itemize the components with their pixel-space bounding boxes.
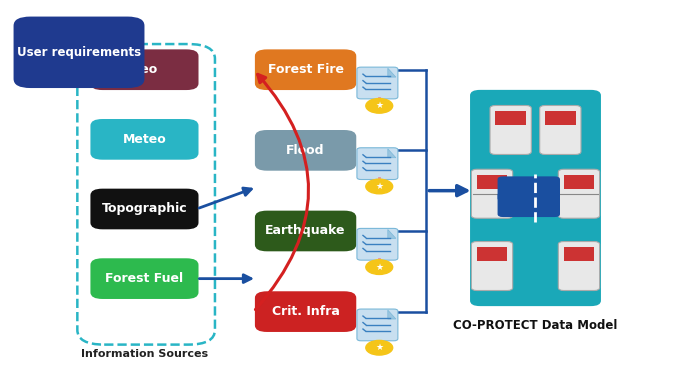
FancyBboxPatch shape [90,258,199,299]
Text: Meteo: Meteo [123,133,166,146]
FancyBboxPatch shape [497,192,560,217]
Circle shape [366,260,393,275]
Circle shape [366,179,393,194]
Text: ★: ★ [375,263,384,272]
Text: User requirements: User requirements [17,46,141,59]
Polygon shape [388,149,396,158]
FancyBboxPatch shape [90,188,199,229]
FancyBboxPatch shape [477,247,508,261]
Polygon shape [388,310,396,319]
FancyBboxPatch shape [497,177,560,201]
FancyBboxPatch shape [14,16,145,88]
Text: Topographic: Topographic [101,202,187,215]
FancyBboxPatch shape [90,49,199,90]
FancyBboxPatch shape [490,105,532,154]
FancyBboxPatch shape [564,175,594,189]
FancyBboxPatch shape [357,148,398,180]
FancyBboxPatch shape [255,130,356,171]
Text: Earthquake: Earthquake [265,224,346,237]
Text: Flood: Flood [286,144,325,157]
FancyBboxPatch shape [558,242,599,291]
Text: ★: ★ [375,101,384,110]
FancyBboxPatch shape [90,119,199,160]
Text: Geo: Geo [131,63,158,76]
Polygon shape [388,230,396,238]
FancyBboxPatch shape [495,111,526,125]
FancyBboxPatch shape [255,291,356,332]
Text: Crit. Infra: Crit. Infra [272,305,340,318]
Text: ★: ★ [375,343,384,352]
FancyBboxPatch shape [471,169,512,218]
FancyBboxPatch shape [357,309,398,341]
Text: CO-PROTECT Data Model: CO-PROTECT Data Model [453,319,618,332]
FancyBboxPatch shape [558,169,599,218]
FancyBboxPatch shape [357,229,398,260]
FancyBboxPatch shape [477,175,508,189]
Text: Forest Fuel: Forest Fuel [105,272,184,285]
FancyBboxPatch shape [545,111,575,125]
FancyBboxPatch shape [255,49,356,90]
Circle shape [366,340,393,355]
FancyBboxPatch shape [540,105,581,154]
FancyBboxPatch shape [255,211,356,251]
Text: Information Sources: Information Sources [81,349,208,359]
Circle shape [366,98,393,113]
FancyBboxPatch shape [471,242,512,291]
Text: Forest Fire: Forest Fire [268,63,344,76]
Polygon shape [388,68,396,77]
FancyBboxPatch shape [470,90,601,306]
Text: ★: ★ [375,182,384,191]
FancyBboxPatch shape [357,67,398,99]
FancyBboxPatch shape [564,247,594,261]
